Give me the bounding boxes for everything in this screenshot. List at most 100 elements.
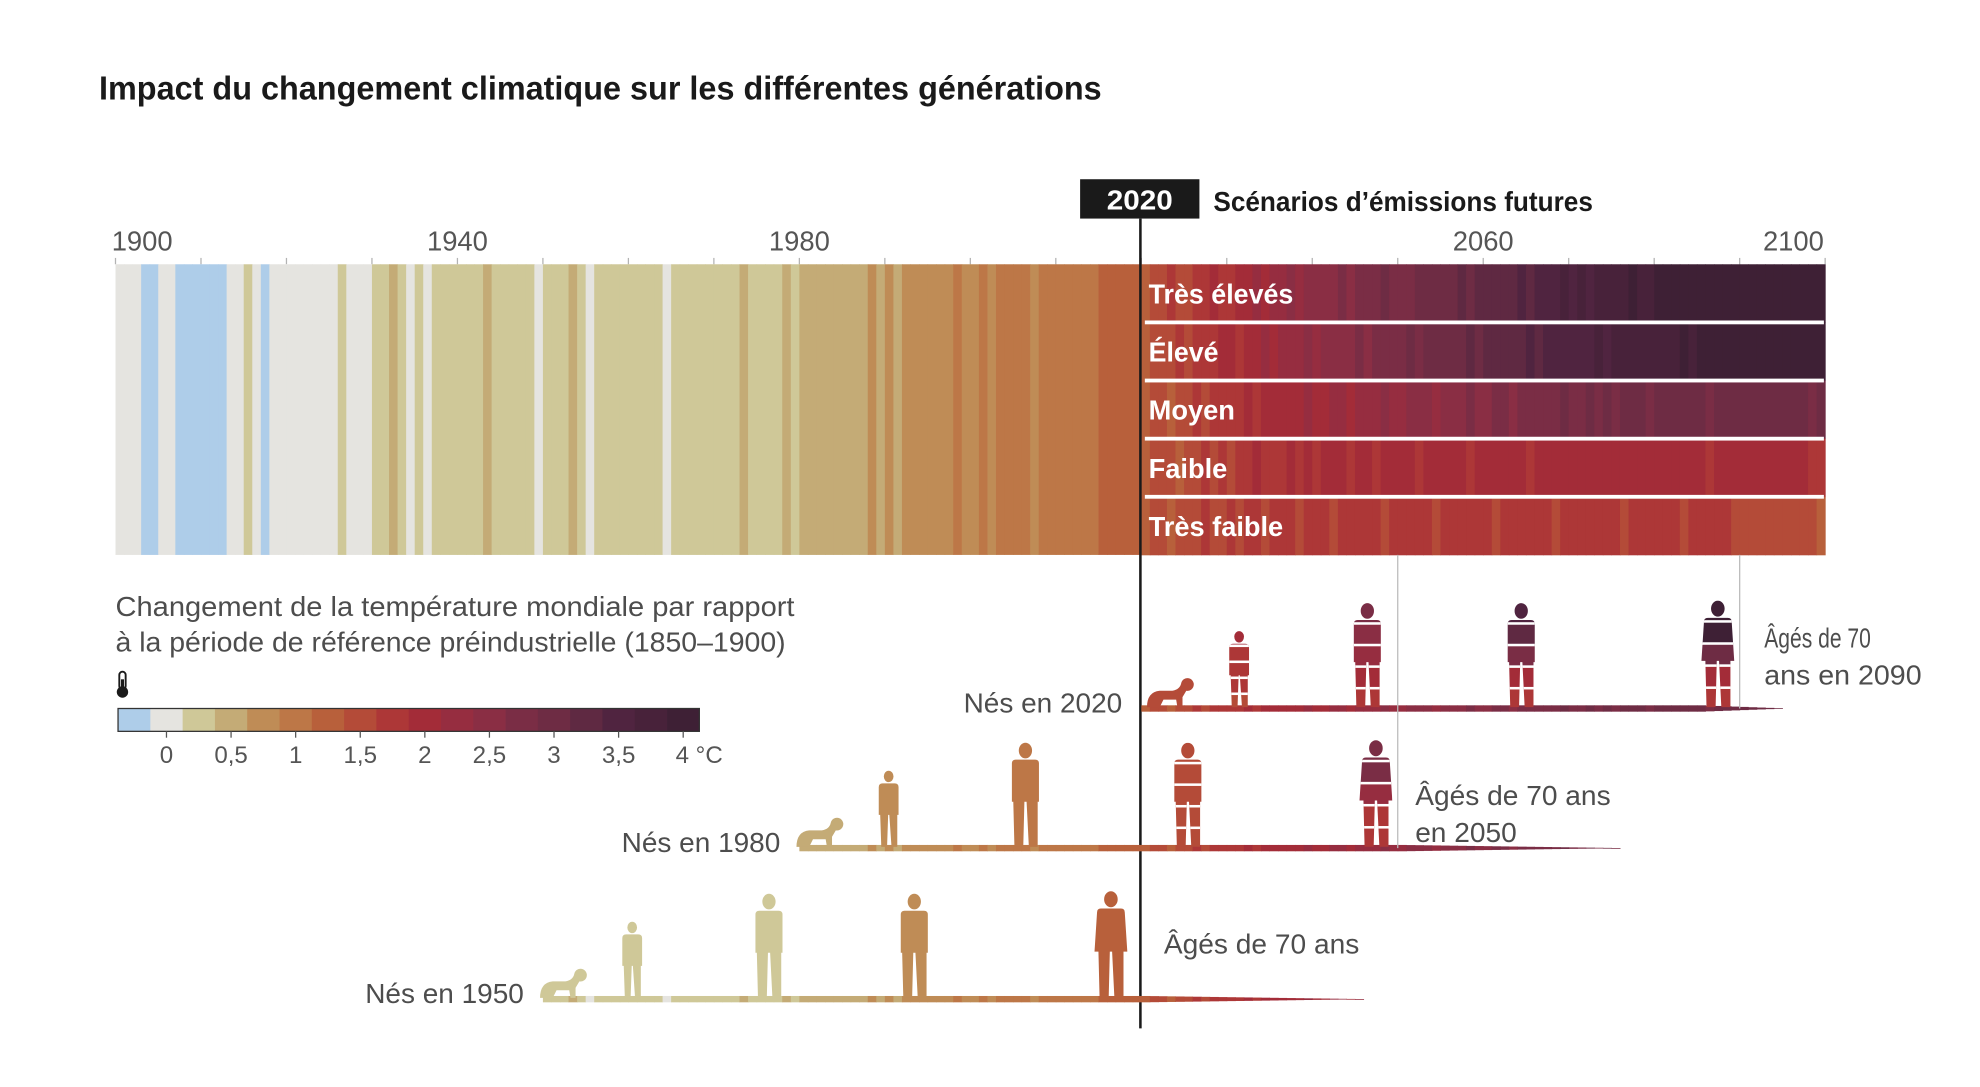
scenario-stripe xyxy=(1440,322,1450,381)
life-line-segment xyxy=(1491,705,1501,712)
figure-scenario-band xyxy=(1701,665,1735,689)
scenario-stripe xyxy=(1431,496,1441,556)
scenario-stripe xyxy=(1517,380,1527,440)
scenario-stripe xyxy=(1166,380,1176,440)
scenario-stripe xyxy=(1585,322,1595,381)
scenario-stripe xyxy=(1525,380,1536,440)
scenario-stripe xyxy=(1474,380,1484,440)
scenario-stripe xyxy=(1372,496,1382,556)
scenario-stripe xyxy=(1790,264,1801,323)
scenario-stripe xyxy=(1611,322,1621,381)
scenario-stripe xyxy=(1808,496,1818,556)
life-line-segment xyxy=(1158,996,1168,1003)
life-line-segment xyxy=(1354,999,1365,1000)
chart-title: Impact du changement climatique sur les … xyxy=(99,69,1102,106)
scenario-stripe xyxy=(1517,496,1527,556)
scenario-stripe xyxy=(1423,264,1433,323)
life-line-segment xyxy=(1525,705,1536,712)
life-line-segment xyxy=(730,995,741,1003)
scenario-stripe xyxy=(1722,264,1732,323)
legend-tick-label: 2,5 xyxy=(473,742,507,769)
scenario-stripe xyxy=(1312,380,1322,440)
stripe-1917 xyxy=(260,264,270,555)
scenario-stripe xyxy=(1457,496,1467,556)
figure-band-divider xyxy=(1701,686,1735,689)
stripe-1955 xyxy=(585,264,595,555)
scenario-stripe xyxy=(1483,322,1493,381)
stripe-2003 xyxy=(995,264,1006,555)
life-line-segment xyxy=(1235,844,1245,852)
scenario-stripe xyxy=(1269,322,1279,381)
scenario-stripe xyxy=(1218,496,1228,556)
life-line-segment xyxy=(893,995,903,1003)
scenario-stripe xyxy=(1346,264,1356,323)
scenario-stripe xyxy=(1790,496,1801,556)
life-line-segment xyxy=(1278,705,1288,712)
scenario-stripe xyxy=(1354,264,1365,323)
life-line-segment xyxy=(1286,998,1296,1001)
stripe-1982 xyxy=(816,264,826,555)
stripe-1974 xyxy=(748,264,758,555)
scenario-stripe xyxy=(1731,322,1741,381)
scenario-stripe xyxy=(1346,322,1356,381)
stripe-1953 xyxy=(568,264,578,555)
stripe-1997 xyxy=(944,264,954,555)
scenario-stripe xyxy=(1389,264,1399,323)
scenario-stripe xyxy=(1671,380,1681,440)
scenario-stripe xyxy=(1278,322,1288,381)
scenario-stripe xyxy=(1799,322,1809,381)
scenario-stripe xyxy=(1491,438,1501,498)
scenario-stripe xyxy=(1611,438,1621,498)
scenario-stripe xyxy=(1389,380,1399,440)
life-line-segment xyxy=(961,844,971,852)
stripe-1944 xyxy=(491,264,501,555)
stripe-1948 xyxy=(525,264,535,555)
scenario-stripe xyxy=(1782,322,1792,381)
life-line-segment xyxy=(1508,846,1518,850)
legend-swatch xyxy=(537,708,571,732)
scenario-stripe xyxy=(1662,264,1672,323)
age-70-label: Âgés de 70 xyxy=(1764,623,1871,654)
scenario-stripe xyxy=(1406,438,1416,498)
life-line-segment xyxy=(1414,845,1424,852)
life-line-segment xyxy=(636,995,647,1003)
figure-scenario-band xyxy=(1359,740,1393,762)
stripe-1957 xyxy=(602,264,612,555)
scenario-stripe xyxy=(1303,496,1313,556)
legend-tick-label: 2 xyxy=(418,742,431,769)
scenario-stripe xyxy=(1303,380,1313,440)
legend-swatch xyxy=(311,708,345,732)
scenario-stripe xyxy=(1218,438,1228,498)
scenario-stripe xyxy=(1645,496,1655,556)
life-line-segment xyxy=(1500,705,1510,712)
scenario-stripe xyxy=(1286,322,1296,381)
scenario-stripe xyxy=(1491,380,1501,440)
figure-scenario-band xyxy=(1701,600,1735,622)
life-line-segment xyxy=(662,995,672,1003)
scenario-stripe xyxy=(1543,438,1553,498)
life-line-segment xyxy=(1346,998,1356,1000)
scenario-stripe xyxy=(1226,496,1236,556)
life-line-segment xyxy=(1090,844,1100,852)
stripe-1983 xyxy=(825,264,835,555)
scenario-stripe xyxy=(1192,322,1202,381)
scenario-stripe xyxy=(1474,322,1484,381)
scenario-stripe xyxy=(1184,264,1194,323)
legend-title-line1: Changement de la température mondiale pa… xyxy=(116,591,795,622)
scenario-stripe xyxy=(1406,322,1416,381)
stripe-2008 xyxy=(1038,264,1048,555)
scenario-stripe xyxy=(1619,380,1630,440)
life-line-segment xyxy=(1474,705,1484,712)
life-line-segment xyxy=(1585,847,1595,849)
life-line-segment xyxy=(1551,847,1561,850)
scenario-stripe xyxy=(1354,496,1365,556)
generations: Nés en 2020 Âgés de 70 ans en 2090 Nés en 1… xyxy=(365,554,1922,1009)
scenario-labels: Très élevés Élevé Moyen Faible Très faible xyxy=(1144,278,1824,542)
scenario-label: Élevé xyxy=(1149,337,1219,368)
scenario-stripe xyxy=(1756,380,1766,440)
stripe-1981 xyxy=(807,264,817,555)
historical-stripes xyxy=(115,264,1142,555)
life-line-segment xyxy=(1679,705,1689,712)
life-line-segment xyxy=(1354,705,1365,712)
legend-swatch xyxy=(667,708,700,732)
